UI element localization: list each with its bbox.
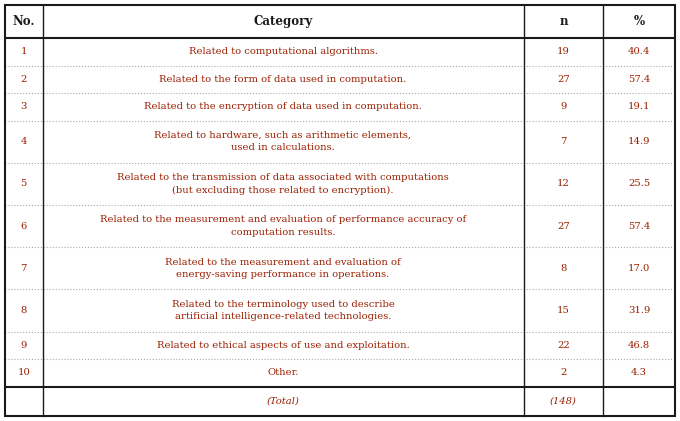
Text: Related to the transmission of data associated with computations
(but excluding : Related to the transmission of data asso… [117,173,449,195]
Text: 2: 2 [560,368,566,377]
Text: Other.: Other. [267,368,299,377]
Text: 27: 27 [557,221,570,231]
Text: %: % [634,15,645,28]
Text: 8: 8 [560,264,566,273]
Text: 2: 2 [20,75,27,84]
Text: 4: 4 [20,137,27,146]
Text: 57.4: 57.4 [628,75,650,84]
Text: (Total): (Total) [267,397,299,406]
Text: 12: 12 [557,179,570,188]
Text: 57.4: 57.4 [628,221,650,231]
Text: 4.3: 4.3 [631,368,647,377]
Text: 17.0: 17.0 [628,264,650,273]
Text: Related to hardware, such as arithmetic elements,
used in calculations.: Related to hardware, such as arithmetic … [154,131,411,152]
Text: 25.5: 25.5 [628,179,650,188]
Text: 8: 8 [20,306,27,315]
Text: Related to the measurement and evaluation of performance accuracy of
computation: Related to the measurement and evaluatio… [100,216,466,237]
Text: Related to the form of data used in computation.: Related to the form of data used in comp… [159,75,407,84]
Text: 27: 27 [557,75,570,84]
Text: 6: 6 [20,221,27,231]
Text: 22: 22 [557,341,570,350]
Text: 14.9: 14.9 [628,137,650,146]
Text: 19: 19 [557,47,570,56]
Text: No.: No. [12,15,35,28]
Text: 40.4: 40.4 [628,47,650,56]
Text: Category: Category [254,15,313,28]
Text: 9: 9 [20,341,27,350]
Text: 9: 9 [560,102,566,111]
Text: n: n [559,15,568,28]
Text: 3: 3 [20,102,27,111]
Text: 10: 10 [17,368,30,377]
Text: 15: 15 [557,306,570,315]
Text: 7: 7 [20,264,27,273]
Text: Related to the measurement and evaluation of
energy-saving performance in operat: Related to the measurement and evaluatio… [165,258,401,279]
Text: 19.1: 19.1 [628,102,650,111]
Text: 5: 5 [20,179,27,188]
Text: Related to ethical aspects of use and exploitation.: Related to ethical aspects of use and ex… [156,341,409,350]
Text: Related to the encryption of data used in computation.: Related to the encryption of data used i… [144,102,422,111]
Text: Related to computational algorithms.: Related to computational algorithms. [188,47,377,56]
Text: 7: 7 [560,137,566,146]
Text: Related to the terminology used to describe
artificial intelligence-related tech: Related to the terminology used to descr… [171,300,394,321]
Text: (148): (148) [550,397,577,406]
Text: 31.9: 31.9 [628,306,650,315]
Text: 1: 1 [20,47,27,56]
Text: 46.8: 46.8 [628,341,650,350]
